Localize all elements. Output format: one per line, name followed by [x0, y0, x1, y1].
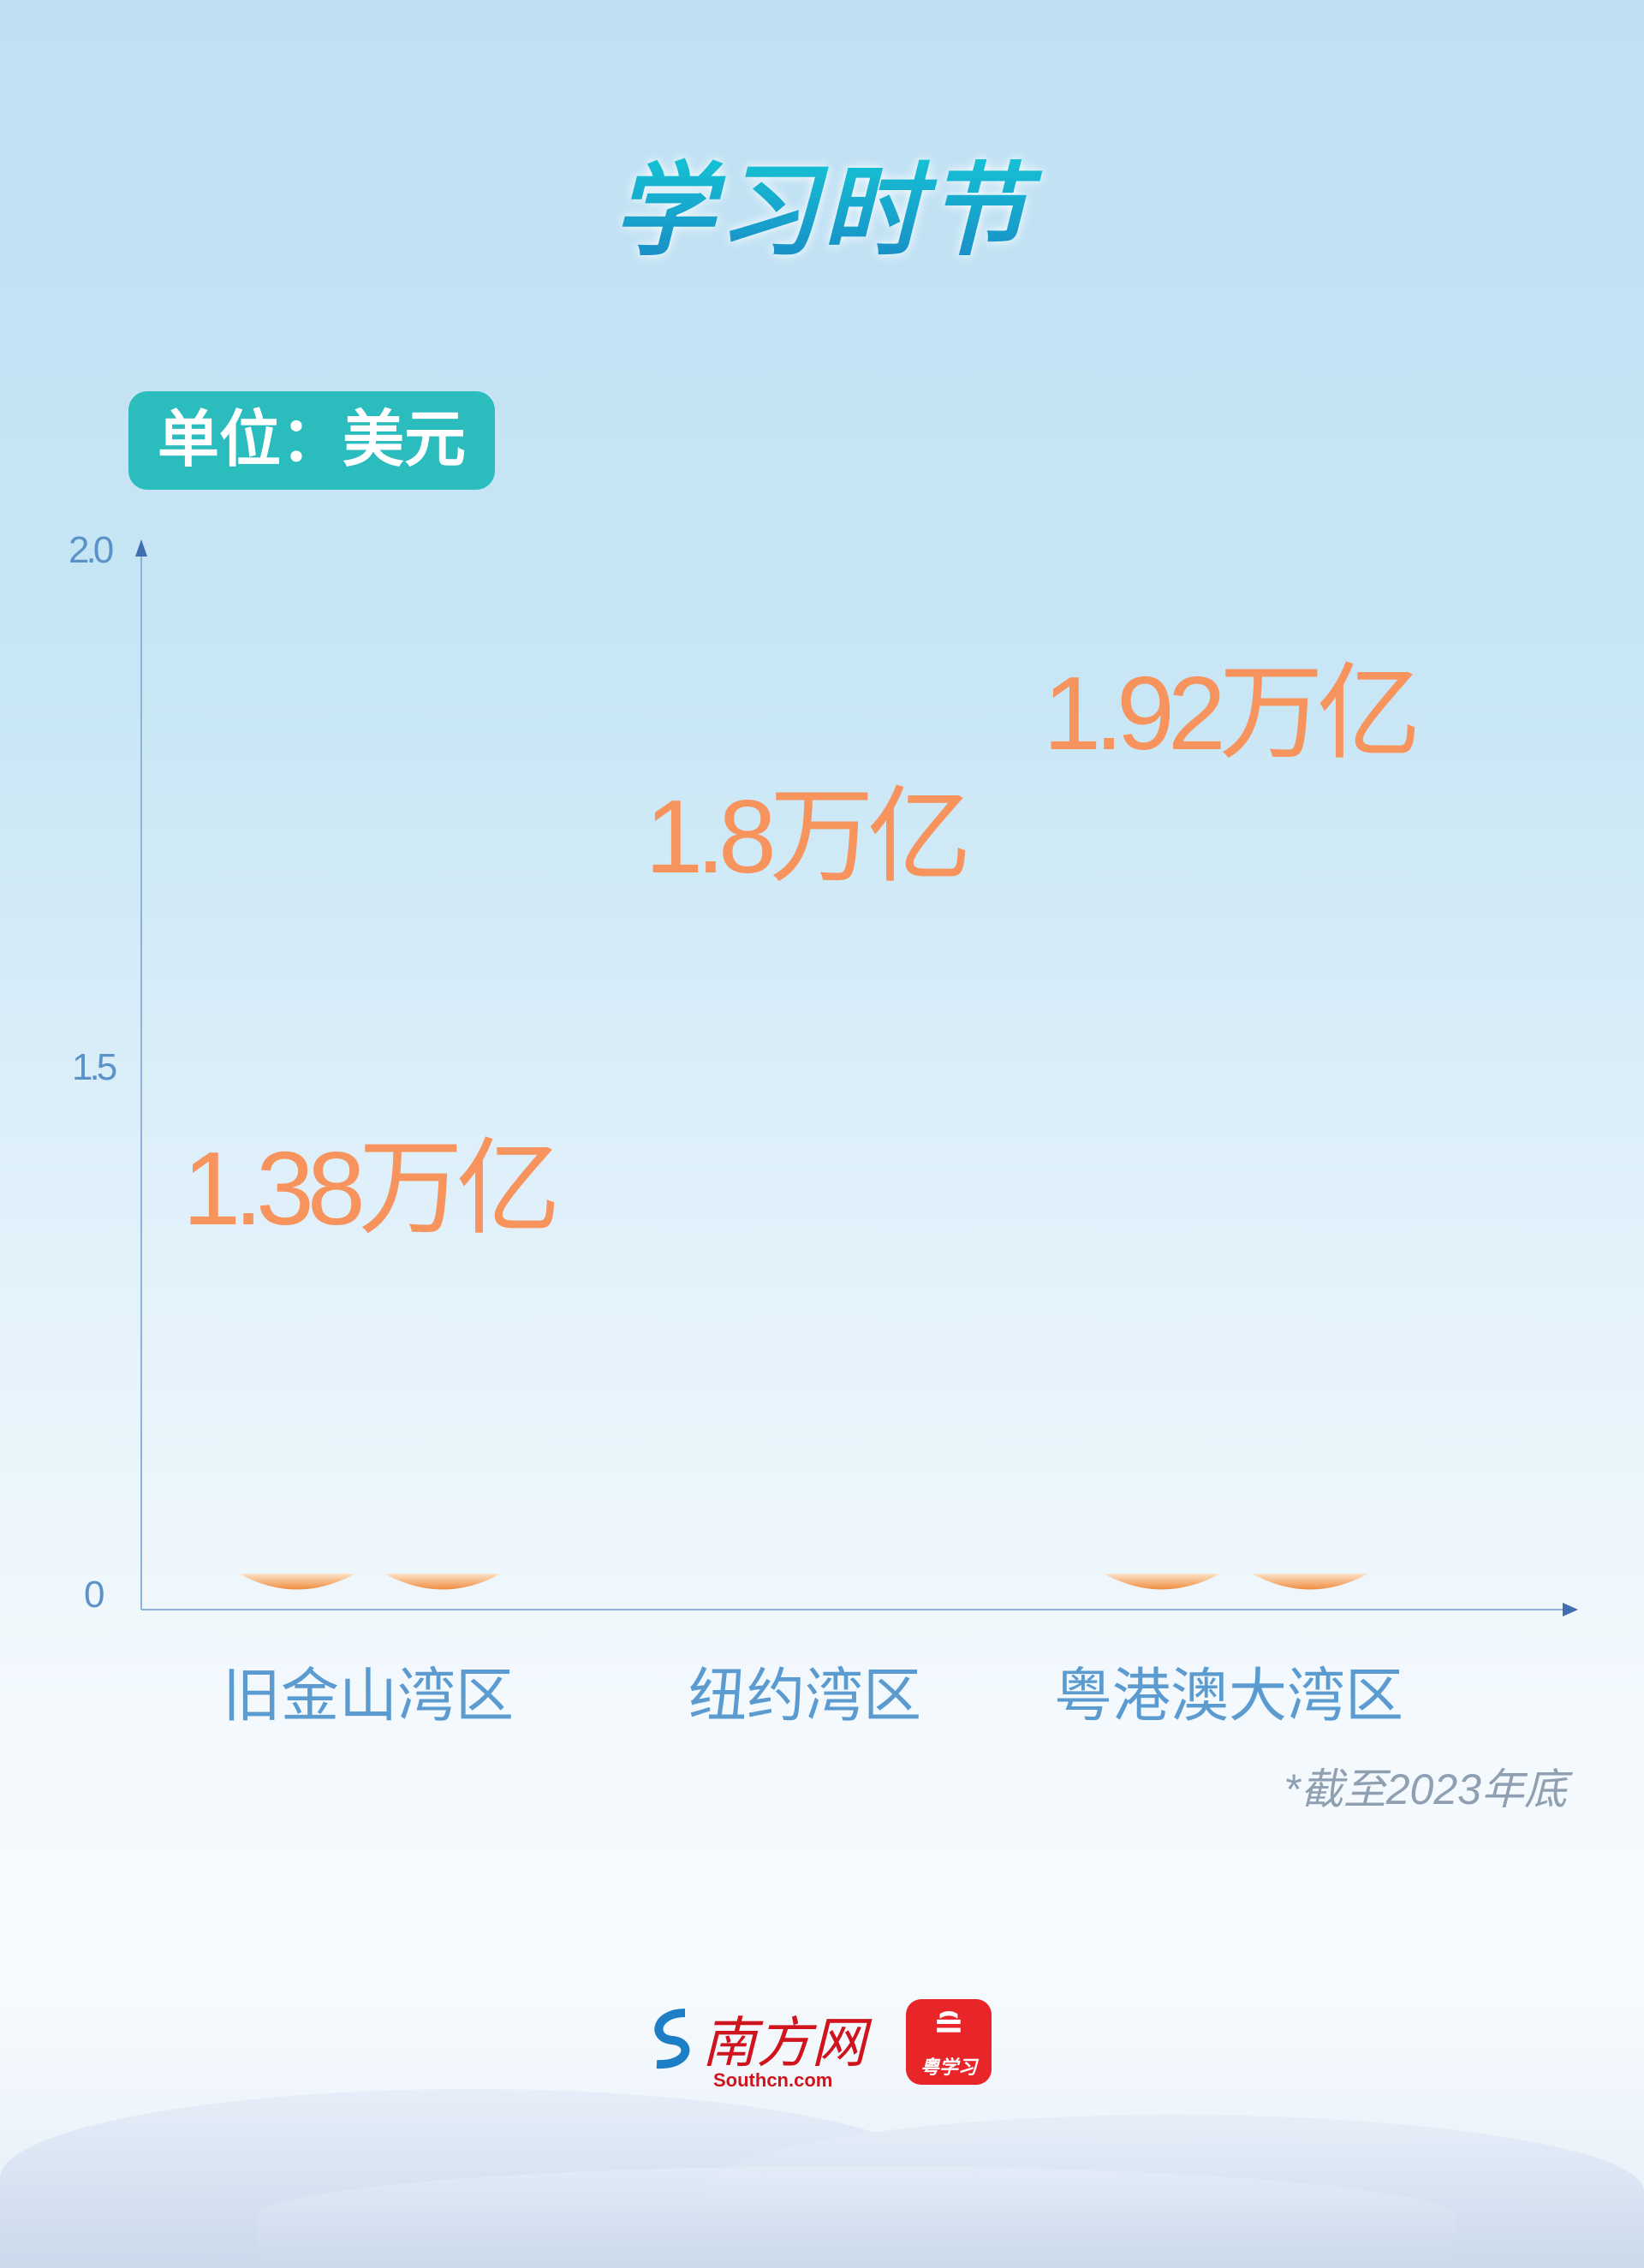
snow-dune: [257, 2166, 1456, 2268]
category-label: 旧金山湾区: [222, 1664, 515, 1729]
value-label: 1.8万亿: [645, 778, 972, 895]
bar-base: [239, 1574, 355, 1590]
category-label: 粤港澳大湾区: [1053, 1664, 1404, 1729]
bar-base: [1252, 1574, 1368, 1590]
chart-axes: [135, 539, 1578, 1616]
y-tick-label: 0: [84, 1574, 105, 1616]
logo-text: 粤学习: [920, 2057, 977, 2078]
y-tick-label: 1.5: [72, 1046, 117, 1088]
bar-chart: 2.0 1.5 0 1.38万亿 1.8万亿 1.92万亿 旧金山湾区 纽约湾区 粤港澳…: [68, 529, 1578, 1729]
value-label: 1.38万亿: [182, 1129, 560, 1247]
x-axis-arrow: [1563, 1603, 1578, 1616]
value-label: 1.92万亿: [1043, 655, 1421, 771]
bar-base: [1104, 1574, 1220, 1590]
logo-subtext: Southcn.com: [713, 2069, 833, 2091]
y-tick-label: 2.0: [68, 529, 114, 571]
page-title: 学习时节: [0, 128, 1644, 275]
yuexuexi-logo: ≘ 粤学习: [906, 1999, 992, 2085]
book-icon: ≘: [932, 2004, 965, 2046]
category-label: 纽约湾区: [688, 1664, 922, 1729]
y-axis-arrow: [135, 539, 147, 557]
footnote: *截至2023年底: [1284, 1765, 1567, 1813]
bar-base: [384, 1574, 501, 1590]
logo-text: 南方网: [701, 2012, 867, 2075]
southcn-logo: 南方网 Southcn.com: [646, 1999, 866, 2092]
southcn-swirl-icon: [654, 2009, 690, 2069]
unit-badge: 单位：美元: [128, 391, 495, 490]
